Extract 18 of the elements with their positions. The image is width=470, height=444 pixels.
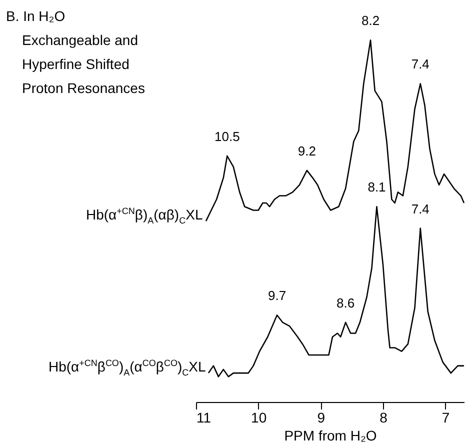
text: B. In H₂O	[6, 7, 66, 26]
x-axis-title: PPM from H₂O	[284, 428, 377, 444]
x-tick-label: 10	[251, 410, 267, 426]
annotation: 9.7	[268, 288, 286, 304]
annotation: 7.4	[411, 201, 430, 216]
annotation: 8.1	[368, 180, 386, 195]
text: Exchangeable and Hyperfine Shifted Proton Resonances	[22, 31, 146, 98]
annotation: 8.2	[361, 13, 380, 28]
series-label: Hb(α$^{+CN}$β)$_{A}$(αβ)$_{C}$XL	[86, 206, 203, 226]
annotation: 7.4	[411, 56, 430, 72]
text: Hb(α$^{+CN}$β$^{CO}$)$_{A}$(α$^{CO}$β$^{CO}$)$_{C}$XL	[48, 358, 206, 377]
annotation: 10.5	[214, 128, 240, 144]
x-tick-label: 8	[380, 410, 388, 426]
x-tick-label: 9	[317, 410, 326, 426]
annotation: 9.2	[298, 143, 316, 158]
annotation: 8.6	[336, 295, 355, 310]
x-tick-label: 11	[196, 410, 212, 426]
x-tick-label: 7	[442, 410, 450, 426]
